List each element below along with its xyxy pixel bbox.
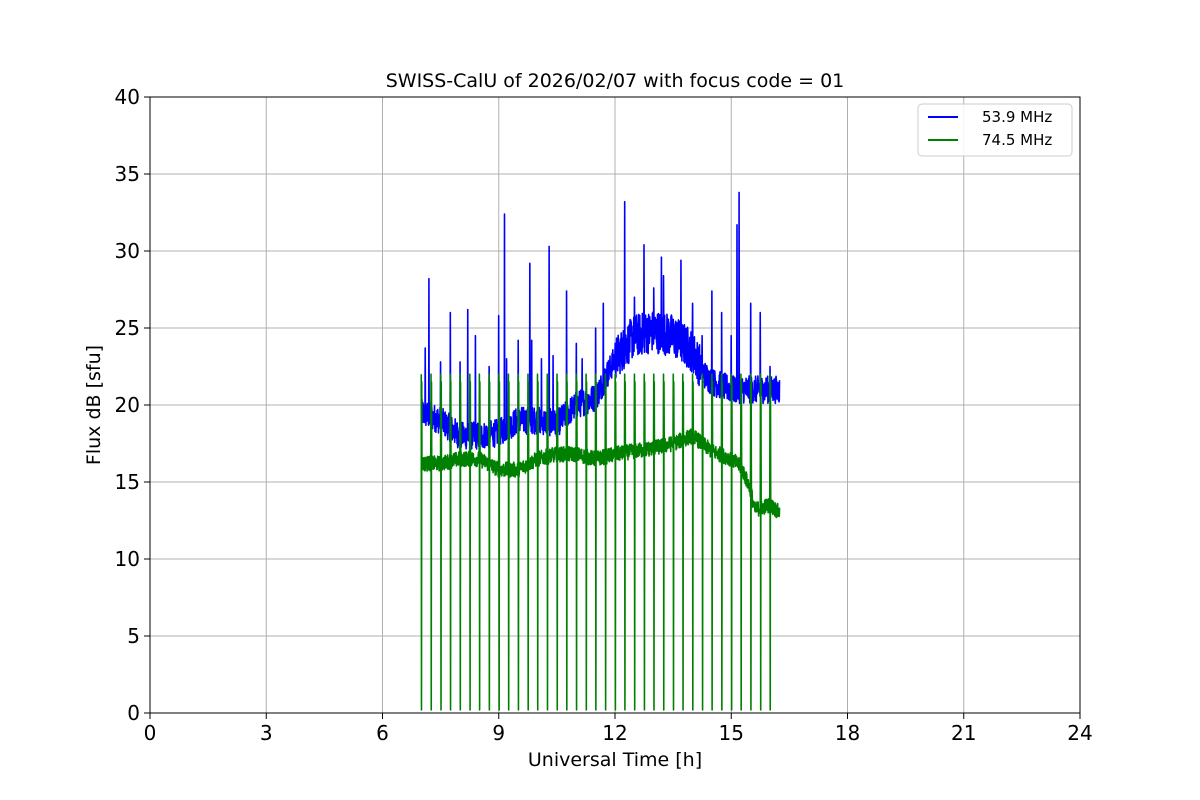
y-tick-label: 40	[115, 85, 140, 109]
legend-label-74-5-mhz: 74.5 MHz	[982, 131, 1052, 149]
y-tick-label: 5	[127, 624, 140, 648]
series-layer	[420, 191, 781, 711]
x-tick-label: 9	[492, 721, 505, 745]
series-line-53-9-mhz	[420, 191, 781, 450]
x-tick-label: 18	[835, 721, 860, 745]
chart-title: SWISS-CalU of 2026/02/07 with focus code…	[386, 70, 845, 92]
y-axis-label: Flux dB [sfu]	[83, 345, 105, 465]
x-tick-label: 15	[719, 721, 744, 745]
y-tick-label: 35	[115, 162, 140, 186]
series-line-74-5-mhz	[420, 373, 781, 711]
y-tick-label: 30	[115, 239, 140, 263]
legend: 53.9 MHz 74.5 MHz	[917, 103, 1073, 157]
x-tick-label: 0	[144, 721, 157, 745]
x-tick-label: 12	[602, 721, 627, 745]
ticks: 0 3 6 9 12 15 18 21 24 0 5 10 15 20 25 30 35 40	[115, 85, 1093, 745]
x-tick-label: 3	[260, 721, 273, 745]
x-tick-label: 21	[951, 721, 976, 745]
x-axis-label: Universal Time [h]	[528, 749, 702, 771]
y-tick-label: 10	[115, 547, 140, 571]
legend-label-53-9-mhz: 53.9 MHz	[982, 108, 1052, 126]
y-tick-label: 20	[115, 393, 140, 417]
y-tick-label: 25	[115, 316, 140, 340]
x-tick-label: 24	[1067, 721, 1092, 745]
y-tick-label: 0	[127, 701, 140, 725]
y-tick-label: 15	[115, 470, 140, 494]
x-tick-label: 6	[376, 721, 389, 745]
